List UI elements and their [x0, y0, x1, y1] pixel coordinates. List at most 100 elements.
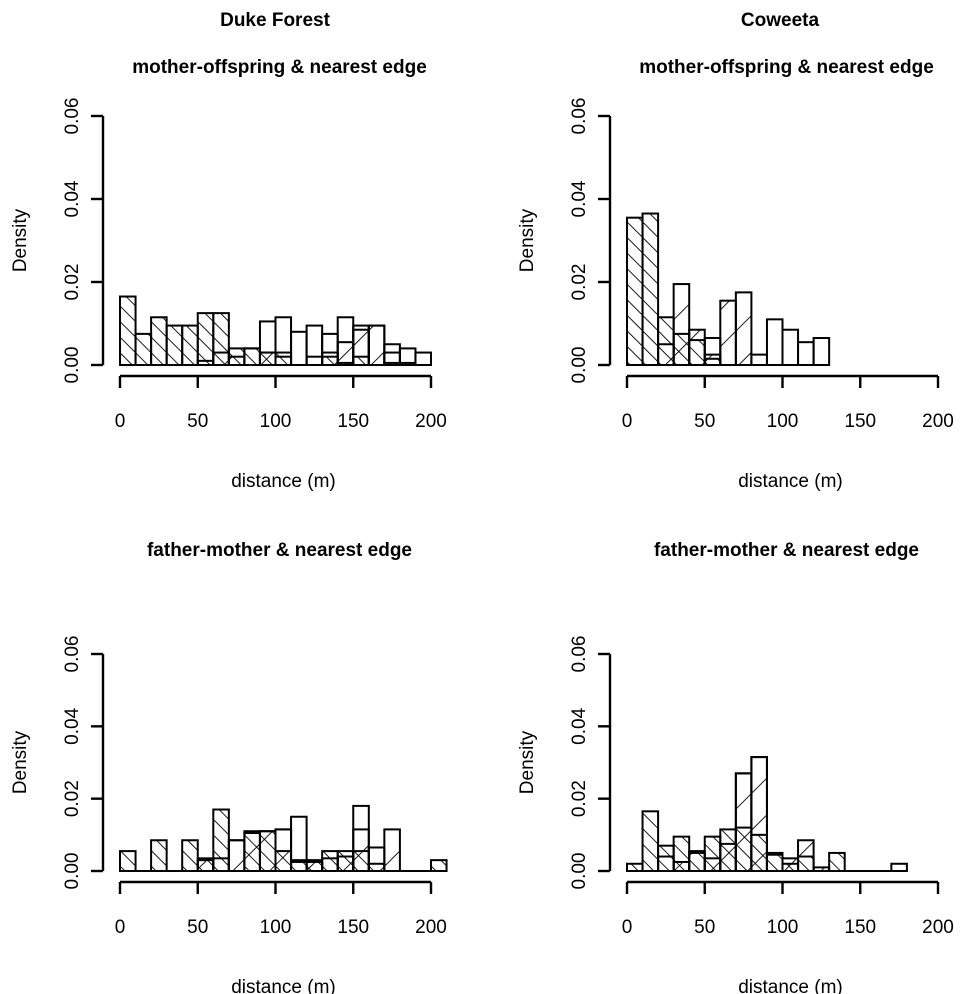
- x-tick-label: 100: [260, 917, 292, 938]
- histogram-bar-hatch-forward: [672, 860, 691, 872]
- y-axis-label: Density: [10, 730, 31, 794]
- histogram-panel-coweeta-mother-offspring: mother-offspring & nearest edge 0 50 100 150…: [517, 57, 954, 492]
- histogram-bar-hatch-back: [134, 332, 153, 366]
- panel-title: father-mother & nearest edge: [147, 540, 412, 561]
- histogram-bar-hatch-forward: [305, 355, 324, 367]
- histogram-bar-hatch-back: [181, 839, 199, 873]
- panel-title: mother-offspring & nearest edge: [132, 57, 427, 78]
- histogram-bar-open: [812, 337, 831, 366]
- histogram-bar-hatch-forward: [227, 839, 246, 873]
- y-tick-label: 0.02: [569, 780, 590, 817]
- histogram-bar-open: [890, 862, 908, 872]
- histogram-bar-hatch-forward: [688, 850, 706, 873]
- y-tick-label: 0.02: [569, 264, 590, 301]
- x-tick-label: 100: [767, 411, 799, 432]
- y-tick-label: 0.06: [569, 98, 590, 135]
- histogram-bar-hatch-forward: [290, 860, 308, 872]
- histogram-bar-hatch-forward: [212, 351, 230, 366]
- x-axis-label: distance (m): [231, 471, 336, 492]
- column-title-duke-forest: Duke Forest: [220, 10, 330, 31]
- x-tick-label: 0: [115, 917, 126, 938]
- y-tick-label: 0.04: [62, 707, 83, 744]
- x-tick-label: 150: [337, 917, 369, 938]
- x-tick-label: 150: [337, 411, 369, 432]
- y-tick-label: 0.02: [62, 264, 83, 301]
- x-tick-label: 200: [922, 917, 954, 938]
- histogram-bar-hatch-back: [626, 862, 644, 872]
- histogram-bar-hatch-forward: [688, 328, 706, 367]
- x-tick-label: 150: [844, 411, 876, 432]
- histogram-panel-duke-mother-offspring: mother-offspring & nearest edge 0 50 100 150…: [10, 57, 447, 492]
- panel-title: mother-offspring & nearest edge: [639, 57, 934, 78]
- x-tick-label: 50: [187, 917, 208, 938]
- histogram-bar-hatch-forward: [336, 855, 355, 872]
- histogram-bar-hatch-forward: [765, 853, 784, 872]
- histogram-bar-open: [750, 353, 768, 366]
- histogram-bar-hatch-forward: [657, 855, 675, 872]
- y-axis-label: Density: [517, 730, 538, 794]
- histogram-bar-open: [797, 341, 815, 366]
- y-tick-label: 0.00: [62, 347, 83, 384]
- histogram-bar-hatch-forward: [383, 351, 401, 366]
- histogram-bar-hatch-forward: [274, 828, 293, 872]
- histogram-bar-hatch-back: [430, 859, 448, 873]
- x-tick-label: 200: [415, 411, 447, 432]
- histogram-bar-hatch-back: [119, 295, 137, 366]
- histogram-bar-hatch-forward: [734, 291, 753, 366]
- histogram-bar-hatch-back: [165, 324, 184, 367]
- histogram-bar-hatch-forward: [750, 756, 768, 873]
- histogram-bar-hatch-forward: [352, 828, 370, 872]
- x-tick-label: 50: [694, 917, 715, 938]
- histogram-bar-hatch-back: [119, 850, 137, 873]
- x-tick-label: 0: [115, 411, 126, 432]
- y-axis-label: Density: [517, 208, 538, 272]
- histogram-bar-hatch-back: [150, 839, 168, 873]
- histogram-bar-hatch-forward: [797, 839, 815, 873]
- x-axis-label: distance (m): [231, 977, 336, 994]
- histogram-bar-hatch-back: [196, 312, 215, 366]
- y-tick-label: 0.00: [569, 853, 590, 890]
- histogram-bar-hatch-forward: [734, 772, 753, 872]
- histogram-bar-hatch-forward: [227, 355, 246, 367]
- histogram-bar-hatch-forward: [243, 347, 261, 366]
- histogram-bar-hatch-forward: [703, 353, 722, 366]
- histogram-bar-hatch-forward: [781, 857, 800, 873]
- histogram-bar-hatch-forward: [672, 283, 691, 367]
- histogram-bar-hatch-forward: [321, 351, 339, 366]
- x-tick-label: 150: [844, 917, 876, 938]
- x-tick-label: 50: [187, 411, 208, 432]
- y-tick-label: 0.06: [62, 98, 83, 135]
- histogram-bar-hatch-forward: [383, 828, 401, 872]
- column-title-coweeta: Coweeta: [741, 10, 820, 31]
- histogram-bar-hatch-forward: [305, 860, 324, 872]
- histogram-bar-hatch-forward: [212, 857, 230, 873]
- x-tick-label: 100: [767, 917, 799, 938]
- y-tick-label: 0.00: [62, 853, 83, 890]
- y-tick-label: 0.00: [569, 347, 590, 384]
- histogram-bar-hatch-forward: [703, 857, 722, 873]
- y-axis-label: Density: [10, 208, 31, 272]
- histogram-bar-hatch-back: [828, 851, 846, 873]
- y-tick-label: 0.02: [62, 780, 83, 817]
- histogram-bar-hatch-forward: [196, 857, 215, 873]
- y-tick-label: 0.04: [62, 180, 83, 217]
- x-tick-label: 50: [694, 411, 715, 432]
- histogram-bar-hatch-forward: [321, 857, 339, 873]
- x-tick-label: 0: [622, 917, 633, 938]
- x-tick-label: 0: [622, 411, 633, 432]
- histogram-bar-open: [290, 330, 308, 366]
- histogram-panel-duke-father-mother: father-mother & nearest edge 0 50 100 150 200…: [10, 540, 448, 994]
- histogram-bar-hatch-forward: [657, 343, 675, 366]
- histogram-bar-open: [765, 318, 784, 367]
- x-axis-label: distance (m): [738, 471, 843, 492]
- x-axis-label: distance (m): [738, 977, 843, 994]
- histogram-bar-hatch-forward: [719, 842, 737, 872]
- histogram-bar-hatch-back: [150, 316, 168, 366]
- histogram-bar-hatch-forward: [243, 832, 261, 873]
- histogram-bar-hatch-forward: [367, 846, 386, 872]
- histogram-bar-hatch-forward: [352, 328, 370, 367]
- x-tick-label: 200: [922, 411, 954, 432]
- x-tick-label: 200: [415, 917, 447, 938]
- y-tick-label: 0.04: [569, 707, 590, 744]
